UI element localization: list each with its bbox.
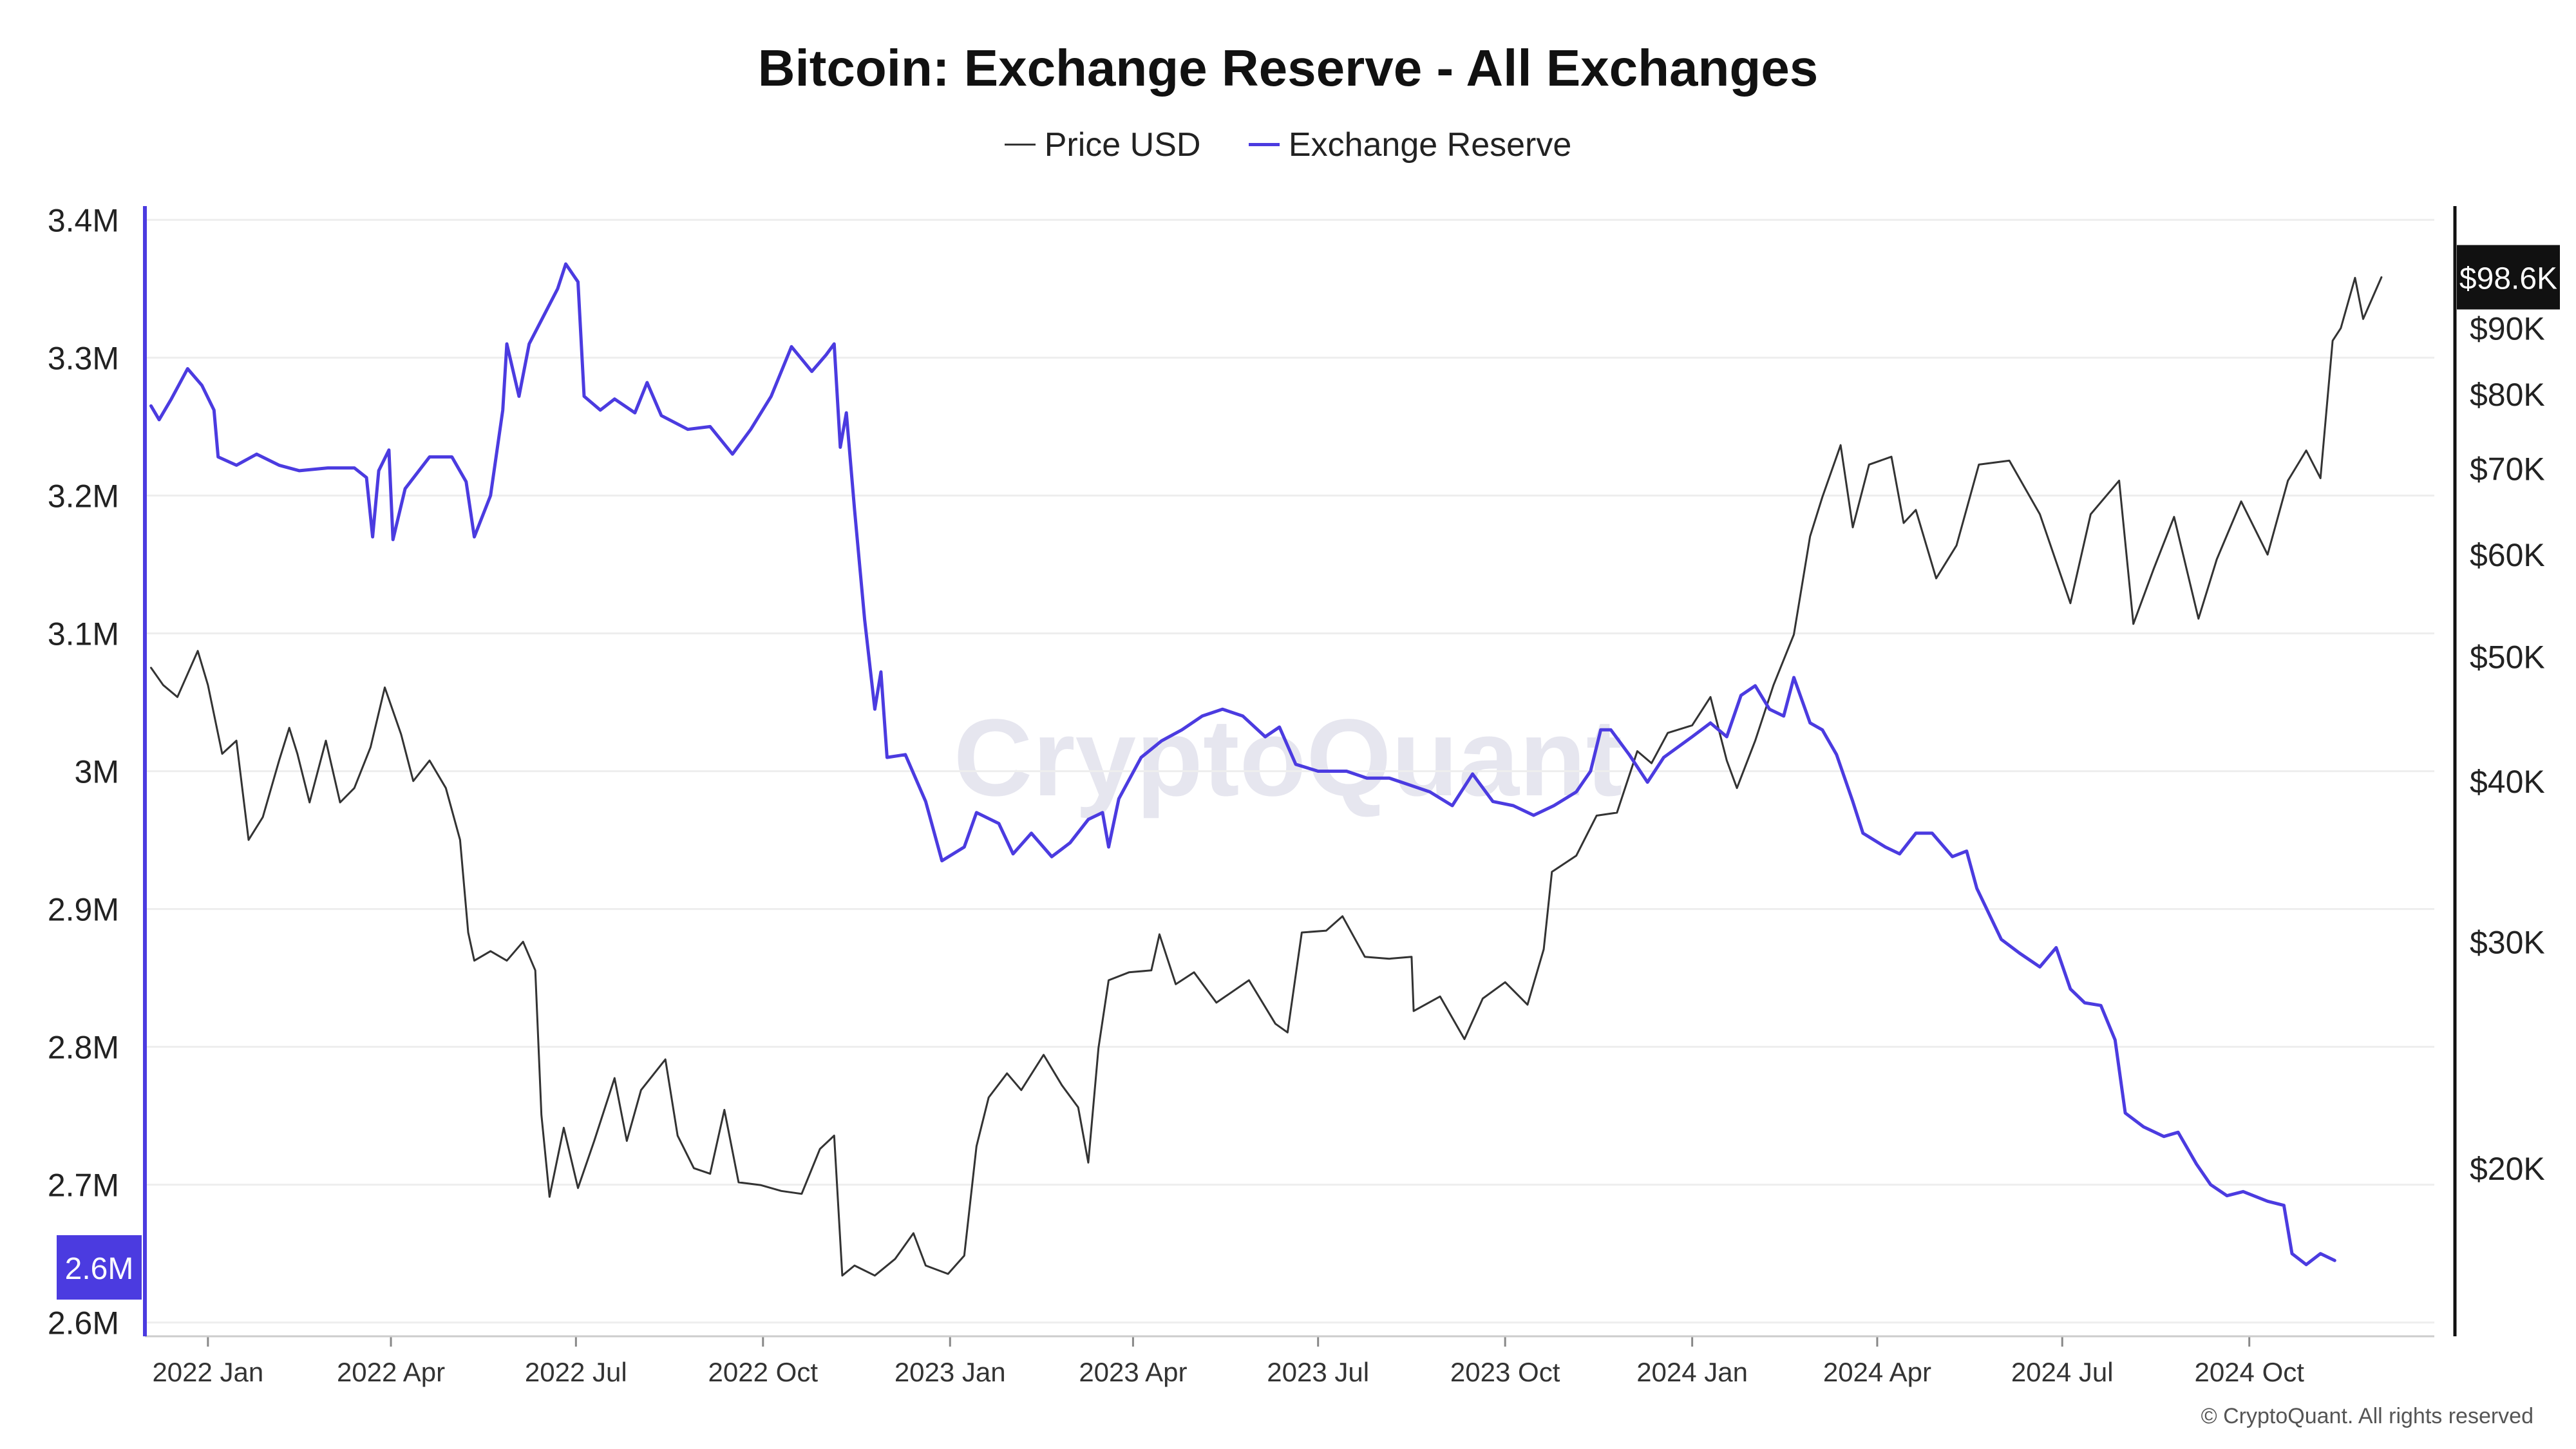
- y-right-tick-label: $40K: [2470, 764, 2545, 800]
- current-price-badge: [2457, 245, 2560, 310]
- x-tick-label: 2024 Jan: [1636, 1357, 1748, 1387]
- legend-label-price: Price USD: [1044, 126, 1201, 164]
- x-tick-label: 2024 Apr: [1823, 1357, 1931, 1387]
- legend-label-reserve: Exchange Reserve: [1288, 126, 1572, 164]
- y-right-tick-label: $30K: [2470, 924, 2545, 960]
- legend-item-price[interactable]: Price USD: [1004, 126, 1201, 164]
- legend-swatch-price: [1004, 143, 1036, 146]
- series-lines: [149, 262, 2383, 1277]
- y-right-tick-label: $60K: [2470, 537, 2545, 573]
- y-left-tick-label: 2.6M: [48, 1305, 119, 1341]
- x-tick-label: 2022 Jan: [152, 1357, 263, 1387]
- chart-title: Bitcoin: Exchange Reserve - All Exchange…: [757, 39, 1819, 97]
- current-reserve-badge: [57, 1235, 142, 1300]
- x-tick-label: 2024 Jul: [2011, 1357, 2114, 1387]
- current-reserve-badge-label: 2.6M: [65, 1252, 134, 1286]
- x-tick-label: 2023 Jan: [895, 1357, 1006, 1387]
- y-right-tick-label: $20K: [2470, 1151, 2545, 1187]
- y-left-tick-label: 3.4M: [48, 202, 119, 238]
- x-tick-label: 2023 Oct: [1450, 1357, 1560, 1387]
- x-tick-label: 2023 Jul: [1267, 1357, 1369, 1387]
- y-right-tick-label: $80K: [2470, 377, 2545, 413]
- y-left-tick-label: 2.9M: [48, 892, 119, 928]
- x-tick-label: 2024 Oct: [2194, 1357, 2304, 1387]
- y-left-tick-label: 2.7M: [48, 1168, 119, 1204]
- x-tick-label: 2022 Oct: [708, 1357, 819, 1387]
- grid-lines: [145, 218, 2434, 1324]
- exchange-reserve-line: [149, 262, 2336, 1267]
- x-tick-label: 2022 Jul: [525, 1357, 627, 1387]
- chart-legend: Price USD Exchange Reserve: [0, 126, 2576, 164]
- axes: 2.6M 2.7M 2.8M 2.9M 3M 3.1M 3.2M 3.3M 3.4M $20K $3…: [48, 202, 2545, 1387]
- y-left-tick-label: 3.1M: [48, 616, 119, 652]
- copyright-text: © CryptoQuant. All rights reserved: [2201, 1404, 2533, 1428]
- legend-item-reserve[interactable]: Exchange Reserve: [1248, 126, 1572, 164]
- legend-swatch-reserve: [1248, 142, 1280, 146]
- y-right-tick-label: $90K: [2470, 311, 2545, 347]
- current-value-badges: 2.6M $98.6K: [57, 245, 2560, 1300]
- price-usd-line: [150, 276, 2383, 1277]
- watermark: CryptoQuant: [954, 697, 1623, 819]
- y-right-tick-label: $70K: [2470, 451, 2545, 488]
- y-left-tick-label: 3.3M: [48, 340, 119, 376]
- current-price-badge-label: $98.6K: [2459, 261, 2557, 296]
- y-left-tick-label: 3.2M: [48, 478, 119, 514]
- y-right-tick-label: $50K: [2470, 639, 2545, 675]
- y-left-tick-label: 2.8M: [48, 1030, 119, 1066]
- x-tick-label: 2023 Apr: [1079, 1357, 1187, 1387]
- y-left-tick-label: 3M: [75, 754, 119, 790]
- x-tick-label: 2022 Apr: [337, 1357, 445, 1387]
